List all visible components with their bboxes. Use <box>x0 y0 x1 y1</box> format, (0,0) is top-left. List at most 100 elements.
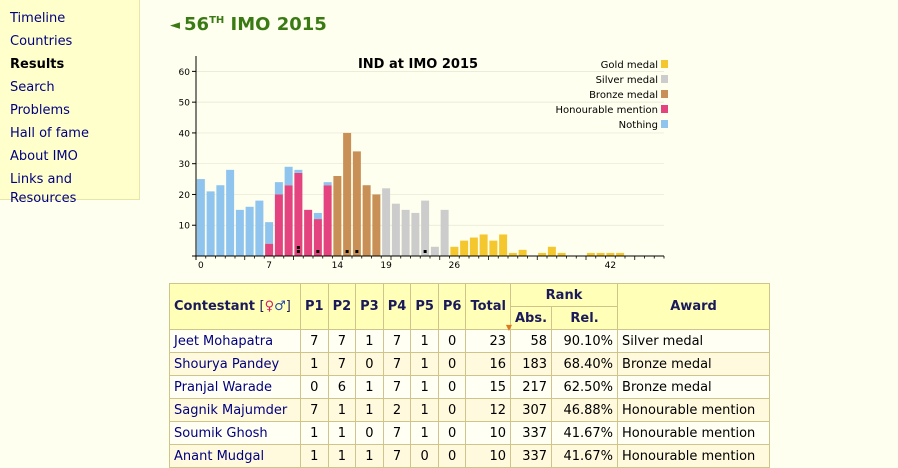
p1-header[interactable]: P1 <box>300 283 329 330</box>
sidebar-item-problems[interactable]: Problems <box>10 103 70 118</box>
chart-grid <box>196 71 664 226</box>
contestant-name-link[interactable]: Anant Mudgal <box>169 444 301 468</box>
rank-absolute: 307 <box>509 398 553 422</box>
sort-desc-icon: ▼ <box>505 323 512 332</box>
p6-header[interactable]: P6 <box>437 283 467 330</box>
table-row: Sagnik Majumder 7 1 1 2 1 0 12 307 46.88% Honourab… <box>169 398 771 422</box>
legend-swatch <box>661 120 668 128</box>
contestant-marker-0-0 <box>296 250 300 253</box>
problem-score-p1: 1 <box>300 352 329 376</box>
bar-nothing-2 <box>216 185 225 256</box>
problem-score-p4: 7 <box>382 444 412 468</box>
bar-hm-8 <box>274 194 283 256</box>
total-header[interactable]: Total ▼ <box>465 283 512 332</box>
table-row: Shourya Pandey 1 7 0 7 1 0 16 183 68.40% Bronze me… <box>169 352 771 376</box>
problem-score-p1: 1 <box>300 421 329 445</box>
sidebar-item-timeline[interactable]: Timeline <box>10 11 66 26</box>
award-value: Bronze medal <box>617 375 771 399</box>
total-score: 16 <box>465 352 511 376</box>
contestant-header[interactable]: Contestant [♀♂] <box>169 283 301 330</box>
contestant-marker-2-0 <box>345 250 349 253</box>
x-tick-label: 14 <box>332 261 344 271</box>
bar-gold-40 <box>586 252 595 256</box>
problem-score-p5: 1 <box>410 352 439 376</box>
bar-nothing-8 <box>274 182 283 195</box>
award-header[interactable]: Award <box>617 283 771 330</box>
bar-nothing-9 <box>284 166 293 186</box>
problem-score-p2: 7 <box>327 352 357 376</box>
contestant-marker-3-0 <box>355 250 359 253</box>
problem-score-p3: 0 <box>355 352 384 376</box>
contestant-marker-0-1 <box>296 246 300 249</box>
contestant-name-link[interactable]: Jeet Mohapatra <box>169 329 301 353</box>
sidebar-item-countries[interactable]: Countries <box>10 34 73 49</box>
bar-nothing-12 <box>313 212 322 220</box>
bar-gold-42 <box>606 252 615 256</box>
bar-hm-12 <box>313 219 322 256</box>
x-tick-label: 0 <box>198 261 204 271</box>
p4-header[interactable]: P4 <box>382 283 412 330</box>
contestant-name-link[interactable]: Sagnik Majumder <box>169 398 301 422</box>
bar-gold-35 <box>538 252 547 256</box>
problem-score-p5: 1 <box>410 375 439 399</box>
bar-gold-28 <box>469 237 478 256</box>
bar-gold-29 <box>479 234 488 256</box>
bar-hm-11 <box>304 209 313 256</box>
rank-relative: 90.10% <box>551 329 619 353</box>
rank-relative: 62.50% <box>551 375 619 399</box>
bar-bronze-14 <box>333 176 342 256</box>
bar-silver-24 <box>430 246 439 256</box>
contestant-marker-4-0 <box>423 250 427 253</box>
problem-score-p5: 0 <box>410 444 439 468</box>
bar-hm-7 <box>265 243 274 256</box>
total-score: 15 <box>465 375 511 399</box>
male-icon[interactable]: ♂ <box>274 299 286 314</box>
bar-bronze-16 <box>352 151 361 256</box>
female-icon[interactable]: ♀ <box>264 299 275 314</box>
problem-score-p3: 1 <box>355 444 384 468</box>
problem-score-p2: 6 <box>327 375 357 399</box>
rank-relative: 46.88% <box>551 398 619 422</box>
total-score: 23 <box>465 329 511 353</box>
legend-label: Gold medal <box>601 60 658 71</box>
bar-nothing-6 <box>255 200 264 256</box>
problem-score-p3: 0 <box>355 421 384 445</box>
problem-score-p4: 7 <box>382 421 412 445</box>
sidebar-item-about-imo[interactable]: About IMO <box>10 149 78 164</box>
sidebar-item-search[interactable]: Search <box>10 80 55 95</box>
problem-score-p5: 1 <box>410 329 439 353</box>
contestant-name-link[interactable]: Soumik Ghosh <box>169 421 301 445</box>
bar-gold-33 <box>518 249 527 256</box>
rank-abs-header[interactable]: Abs. <box>509 306 553 330</box>
rank-absolute: 337 <box>509 444 553 468</box>
p3-header[interactable]: P3 <box>355 283 384 330</box>
previous-arrow-icon[interactable]: ◄ <box>170 18 180 33</box>
sidebar-item-results[interactable]: Results <box>10 57 65 72</box>
p2-header[interactable]: P2 <box>327 283 357 330</box>
contestant-name-link[interactable]: Pranjal Warade <box>169 375 301 399</box>
p5-header[interactable]: P5 <box>410 283 439 330</box>
problem-score-p2: 1 <box>327 421 357 445</box>
sidebar-item-hall-of-fame[interactable]: Hall of fame <box>10 126 89 141</box>
award-value: Silver medal <box>617 329 771 353</box>
sidebar-nav: Timeline Countries Results Search Proble… <box>0 0 140 206</box>
legend-label: Silver medal <box>596 75 658 86</box>
bar-nothing-13 <box>323 182 332 186</box>
bar-nothing-10 <box>294 169 303 173</box>
total-score: 10 <box>465 421 511 445</box>
sidebar-item-links-and-resources[interactable]: Links and Resources <box>10 172 77 206</box>
bar-silver-20 <box>391 203 400 256</box>
problem-score-p2: 1 <box>327 398 357 422</box>
x-tick-label: 19 <box>380 261 392 271</box>
bar-hm-13 <box>323 185 332 256</box>
results-table-body: Jeet Mohapatra 7 7 1 7 1 0 23 58 90.10% Silver med… <box>169 329 771 468</box>
chart-title: IND at IMO 2015 <box>358 57 478 72</box>
problem-score-p4: 7 <box>382 329 412 353</box>
problem-score-p6: 0 <box>437 398 467 422</box>
legend-label: Bronze medal <box>589 90 658 101</box>
problem-score-p4: 2 <box>382 398 412 422</box>
problem-score-p6: 0 <box>437 352 467 376</box>
contestant-name-link[interactable]: Shourya Pandey <box>169 352 301 376</box>
rank-rel-header[interactable]: Rel. <box>551 306 619 330</box>
problem-score-p3: 1 <box>355 398 384 422</box>
